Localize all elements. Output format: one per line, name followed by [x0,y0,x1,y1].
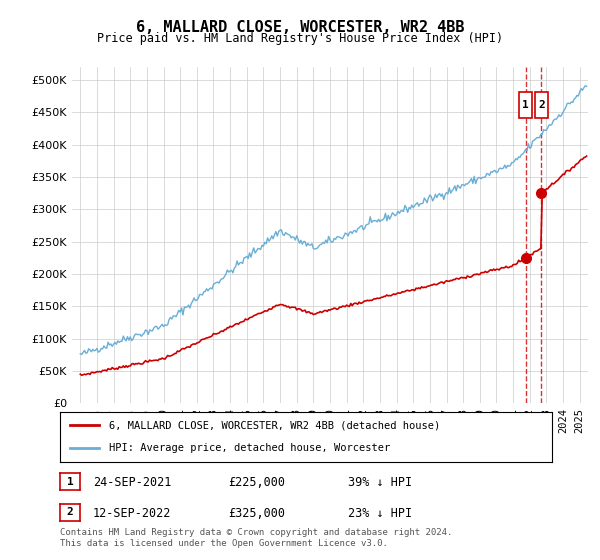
Text: £325,000: £325,000 [228,507,285,520]
Text: 23% ↓ HPI: 23% ↓ HPI [348,507,412,520]
Text: £225,000: £225,000 [228,476,285,489]
Text: 1: 1 [67,477,73,487]
Text: 2: 2 [67,507,73,517]
Text: 6, MALLARD CLOSE, WORCESTER, WR2 4BB (detached house): 6, MALLARD CLOSE, WORCESTER, WR2 4BB (de… [109,420,440,430]
FancyBboxPatch shape [519,92,532,118]
Text: 6, MALLARD CLOSE, WORCESTER, WR2 4BB: 6, MALLARD CLOSE, WORCESTER, WR2 4BB [136,20,464,35]
Text: 1: 1 [522,100,529,110]
Text: 12-SEP-2022: 12-SEP-2022 [93,507,172,520]
Text: Price paid vs. HM Land Registry's House Price Index (HPI): Price paid vs. HM Land Registry's House … [97,32,503,45]
Text: 24-SEP-2021: 24-SEP-2021 [93,476,172,489]
Text: 39% ↓ HPI: 39% ↓ HPI [348,476,412,489]
Text: 2: 2 [538,100,545,110]
Text: Contains HM Land Registry data © Crown copyright and database right 2024.
This d: Contains HM Land Registry data © Crown c… [60,528,452,548]
FancyBboxPatch shape [535,92,548,118]
Text: HPI: Average price, detached house, Worcester: HPI: Average price, detached house, Worc… [109,444,391,454]
